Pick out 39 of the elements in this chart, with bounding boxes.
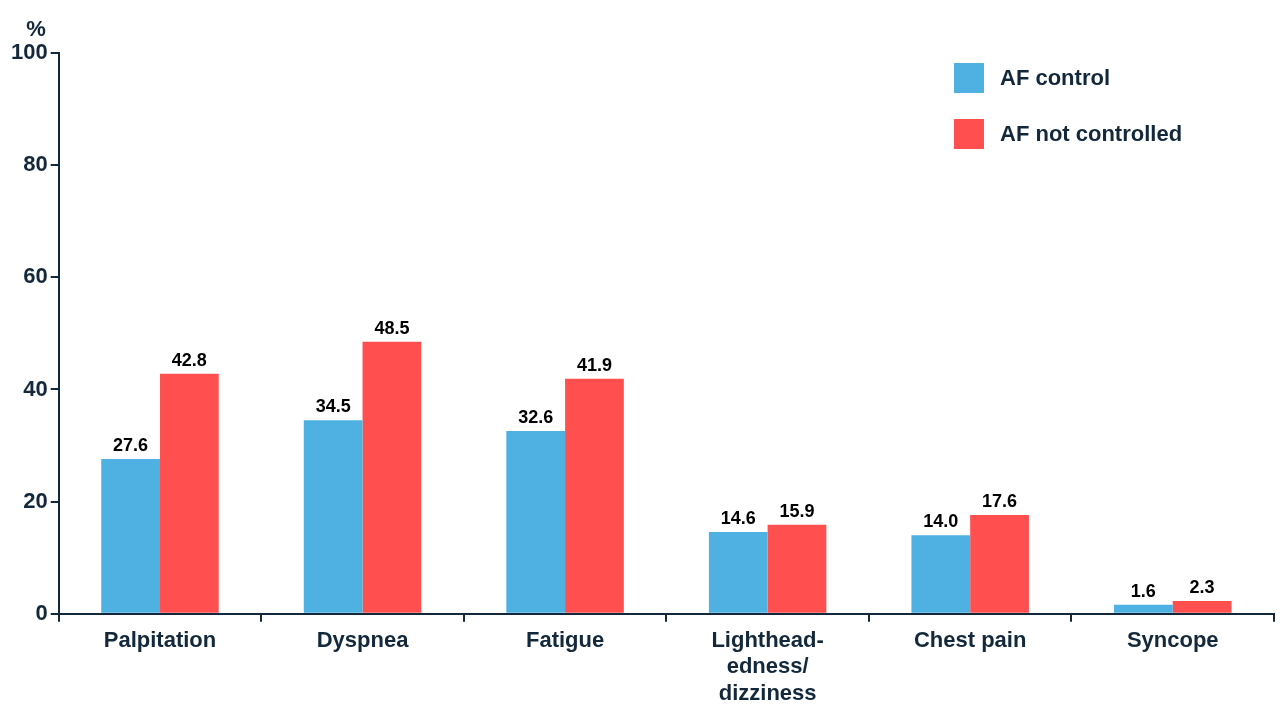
y-tick-label: 60 xyxy=(23,263,48,289)
bar xyxy=(565,378,624,613)
data-label: 17.6 xyxy=(982,491,1018,512)
bar xyxy=(506,430,566,613)
bar xyxy=(303,420,363,613)
data-label: 14.0 xyxy=(923,511,959,532)
legend-label: AF not controlled xyxy=(1000,121,1183,147)
bar xyxy=(159,373,219,613)
x-tick-label: Lighthead- edness/ dizziness xyxy=(711,627,824,705)
x-tick-label: Syncope xyxy=(1126,627,1219,653)
data-label: 27.6 xyxy=(113,434,149,455)
y-tick-label: 40 xyxy=(23,375,48,401)
data-label: 48.5 xyxy=(374,317,410,338)
data-label: 14.6 xyxy=(720,507,756,528)
bar xyxy=(767,524,827,613)
x-tick-label: Dyspnea xyxy=(316,627,410,653)
data-label: 32.6 xyxy=(518,406,554,427)
legend-label: AF control xyxy=(1000,65,1110,91)
data-label: 2.3 xyxy=(1189,576,1215,597)
x-tick-label: Fatigue xyxy=(525,627,605,653)
bar xyxy=(708,531,768,613)
y-axis-title: % xyxy=(26,16,46,42)
y-tick-label: 100 xyxy=(10,39,48,65)
bar xyxy=(911,535,971,613)
data-label: 1.6 xyxy=(1130,580,1156,601)
x-tick-label: Chest pain xyxy=(913,627,1027,653)
y-tick-label: 0 xyxy=(35,599,48,625)
x-tick-label: Palpitation xyxy=(103,627,217,653)
bar xyxy=(1113,604,1173,613)
bar xyxy=(970,515,1029,613)
bar xyxy=(101,459,160,613)
data-label: 42.8 xyxy=(171,349,207,370)
data-label: 41.9 xyxy=(576,354,612,375)
bar xyxy=(1172,600,1232,613)
y-tick-label: 20 xyxy=(23,487,48,513)
y-tick-label: 80 xyxy=(23,151,48,177)
bar xyxy=(362,341,422,613)
data-label: 15.9 xyxy=(779,500,815,521)
data-label: 34.5 xyxy=(315,396,351,417)
